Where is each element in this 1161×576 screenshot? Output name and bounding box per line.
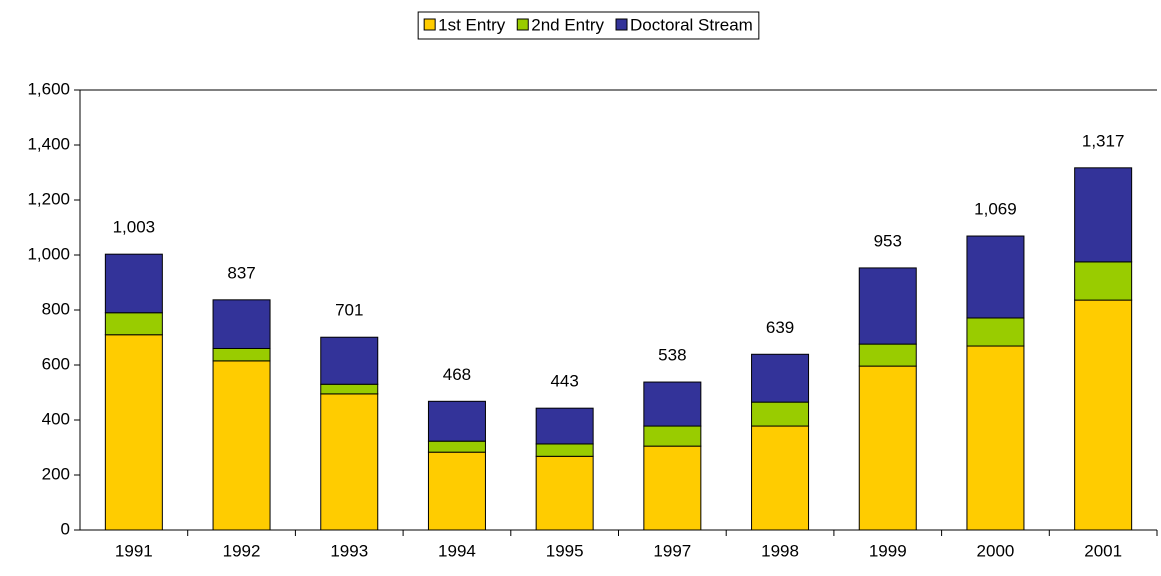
bar-segment xyxy=(643,445,702,531)
legend-label: 1st Entry xyxy=(438,15,506,34)
total-label: 1,003 xyxy=(113,218,156,237)
y-tick-label: 0 xyxy=(61,519,70,538)
bar-segment xyxy=(1074,299,1133,531)
bar-segment xyxy=(320,336,379,385)
legend-swatch xyxy=(615,18,628,31)
y-tick-label: 800 xyxy=(42,299,70,318)
total-label: 443 xyxy=(550,372,578,391)
bar-segment xyxy=(858,365,917,531)
bar-segment xyxy=(104,312,163,336)
x-tick-label: 1999 xyxy=(869,541,907,560)
x-tick-label: 2000 xyxy=(977,541,1015,560)
bar-segment xyxy=(751,353,810,403)
bar-segment xyxy=(535,443,594,457)
bar-segment xyxy=(104,253,163,314)
bar-segment xyxy=(643,381,702,427)
y-tick-label: 1,600 xyxy=(27,79,70,98)
bar-segment xyxy=(535,407,594,445)
x-tick-label: 2001 xyxy=(1084,541,1122,560)
x-tick-label: 1994 xyxy=(438,541,476,560)
bar-segment xyxy=(427,451,486,531)
bar-segment xyxy=(535,455,594,531)
bar-segment xyxy=(966,235,1025,319)
bar-segment xyxy=(1074,261,1133,301)
bar-segment xyxy=(212,348,271,362)
y-tick-label: 400 xyxy=(42,409,70,428)
x-tick-label: 1995 xyxy=(546,541,584,560)
x-tick-label: 1991 xyxy=(115,541,153,560)
bar-segment xyxy=(212,360,271,531)
bar-segment xyxy=(427,400,486,442)
bar-segment xyxy=(751,425,810,531)
total-label: 468 xyxy=(443,365,471,384)
bar-segment xyxy=(320,383,379,395)
total-label: 1,317 xyxy=(1082,131,1125,150)
legend: 1st Entry 2nd Entry Doctoral Stream xyxy=(417,11,760,40)
bar-segment xyxy=(858,267,917,345)
bar-segment xyxy=(858,343,917,367)
legend-label: Doctoral Stream xyxy=(630,15,753,34)
total-label: 837 xyxy=(227,263,255,282)
total-label: 953 xyxy=(874,231,902,250)
bar-segment xyxy=(104,334,163,531)
y-tick-label: 1,400 xyxy=(27,134,70,153)
legend-swatch xyxy=(516,18,529,31)
bar-segment xyxy=(212,299,271,350)
y-tick-label: 1,000 xyxy=(27,244,70,263)
y-tick-label: 600 xyxy=(42,354,70,373)
bar-segment xyxy=(966,317,1025,347)
bar-segment xyxy=(643,425,702,447)
total-label: 1,069 xyxy=(974,200,1017,219)
x-tick-label: 1997 xyxy=(653,541,691,560)
total-label: 701 xyxy=(335,301,363,320)
legend-label: 2nd Entry xyxy=(531,15,604,34)
bar-segment xyxy=(751,401,810,427)
y-tick-label: 1,200 xyxy=(27,189,70,208)
x-tick-label: 1992 xyxy=(223,541,261,560)
bar-segment xyxy=(1074,167,1133,263)
x-tick-label: 1993 xyxy=(330,541,368,560)
bar-segment xyxy=(427,440,486,453)
y-tick-label: 200 xyxy=(42,464,70,483)
total-label: 639 xyxy=(766,318,794,337)
legend-box xyxy=(417,11,760,40)
total-label: 538 xyxy=(658,346,686,365)
bar-segment xyxy=(320,393,379,531)
legend-swatch xyxy=(423,18,436,31)
x-tick-label: 1998 xyxy=(761,541,799,560)
bar-segment xyxy=(966,345,1025,531)
